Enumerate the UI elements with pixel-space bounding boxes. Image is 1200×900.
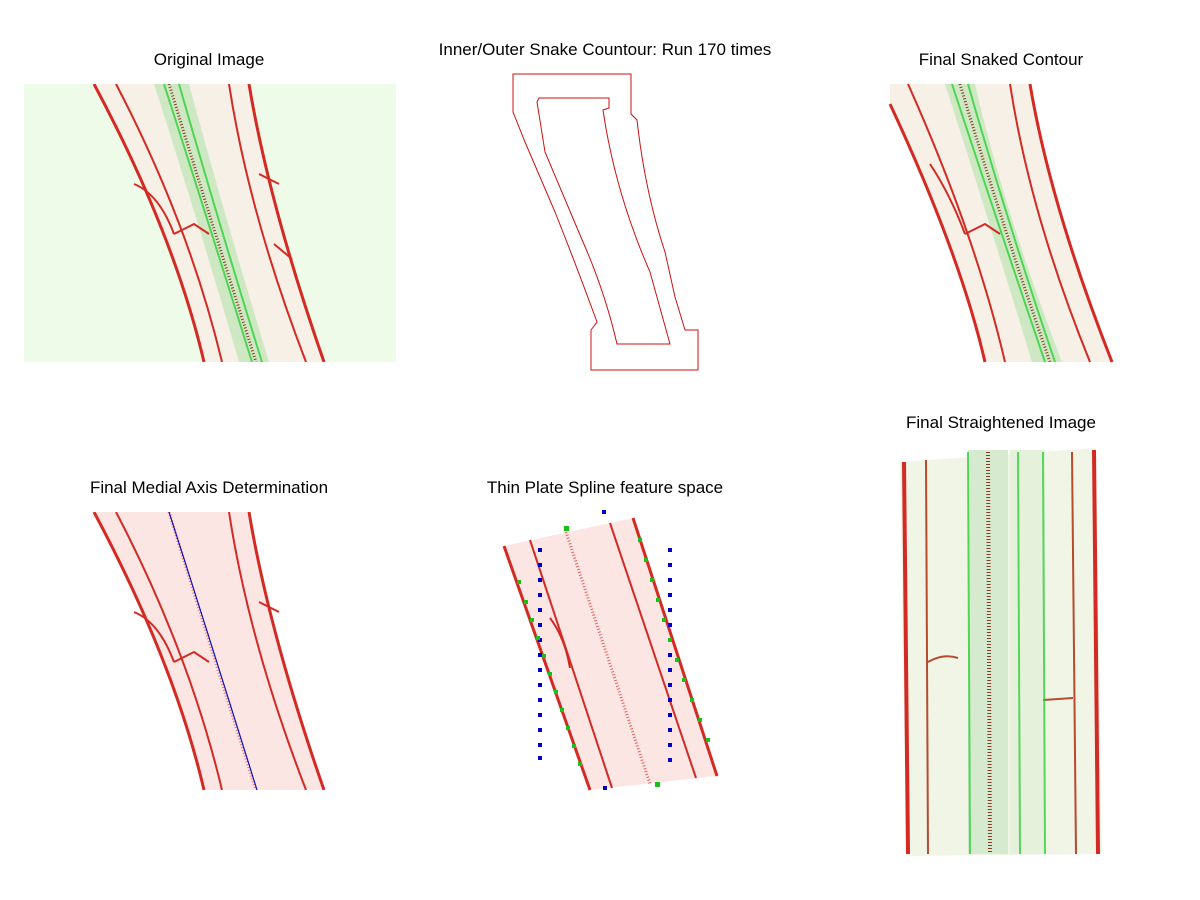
medial-axis-panel — [24, 512, 396, 790]
title-straightened-image: Final Straightened Image — [906, 413, 1096, 432]
snaked-contour-panel — [888, 83, 1114, 363]
straightened-image-panel — [900, 448, 1102, 856]
title-medial-axis: Final Medial Axis Determination — [89, 478, 329, 497]
thin-plate-spline-panel — [502, 510, 719, 791]
original-image-panel — [24, 84, 396, 362]
snake-contour-panel — [512, 73, 699, 371]
title-original-image: Original Image — [153, 50, 265, 69]
medial-axis-line — [168, 512, 258, 790]
title-snake-contour: Inner/Outer Snake Countour: Run 170 time… — [438, 40, 772, 59]
title-thin-plate-spline: Thin Plate Spline feature space — [486, 478, 724, 497]
title-final-snaked-contour: Final Snaked Contour — [918, 50, 1084, 69]
